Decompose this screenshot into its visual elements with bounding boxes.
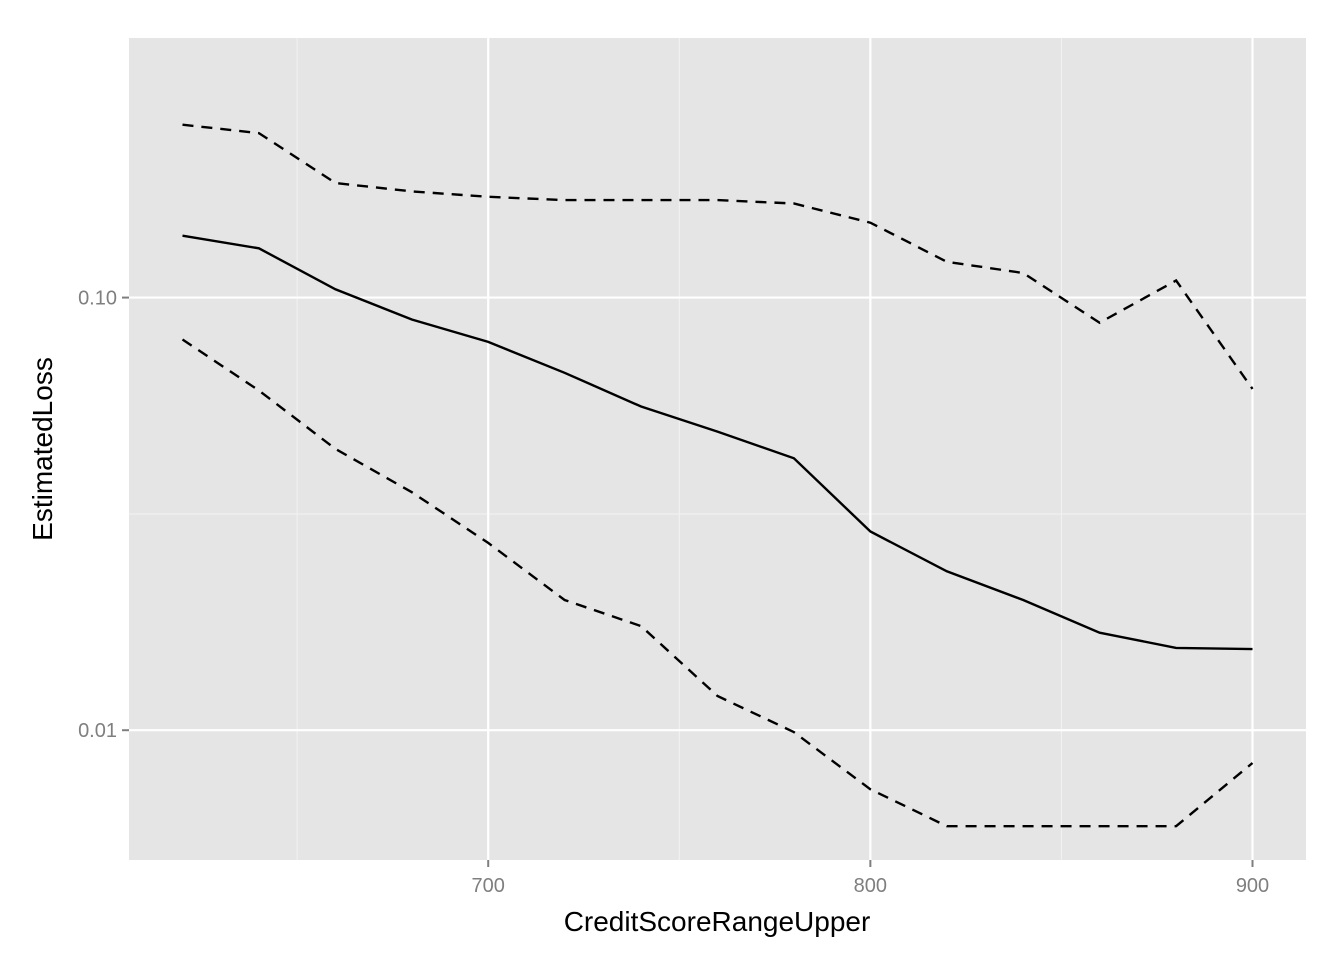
series-line-solid (182, 234, 1253, 651)
major-gridlines (129, 38, 1306, 860)
minor-gridlines (129, 38, 1306, 860)
y-axis: 0.10 0.01 (78, 288, 129, 742)
series-layer (181, 123, 1254, 828)
y-tick-label: 0.10 (78, 288, 117, 310)
x-axis-title: CreditScoreRangeUpper (564, 906, 871, 937)
x-tick-label: 900 (1236, 875, 1269, 897)
x-axis: 700 800 900 (472, 860, 1269, 897)
y-axis-title: EstimatedLoss (27, 357, 58, 541)
series-line-dashed-1 (182, 123, 1254, 390)
plot-panel (129, 38, 1306, 860)
y-tick-label: 0.01 (78, 720, 117, 742)
x-tick-label: 800 (854, 875, 887, 897)
x-tick-label: 700 (472, 875, 505, 897)
series-line-dashed-2 (181, 338, 1254, 828)
